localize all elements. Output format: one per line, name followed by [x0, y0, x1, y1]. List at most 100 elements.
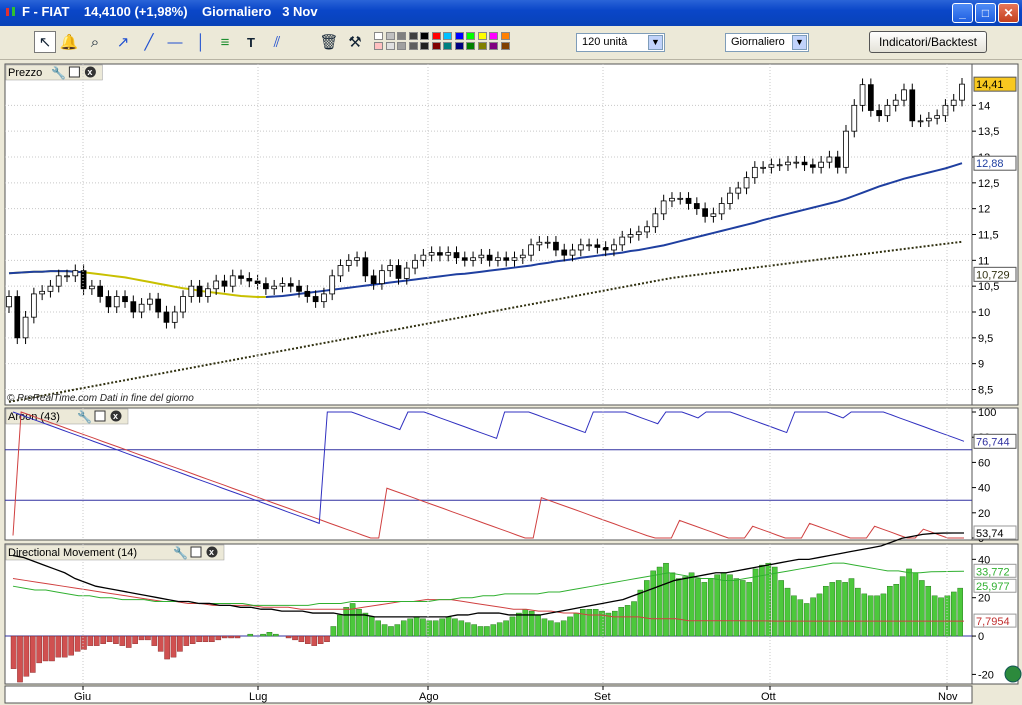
price-panel[interactable]: Prezzo🔧x1413,51312,51211,51110,5109,598,…	[4, 63, 1019, 406]
candle[interactable]	[188, 279, 195, 303]
candle[interactable]	[553, 236, 559, 257]
candle[interactable]	[6, 290, 12, 314]
candle[interactable]	[834, 150, 841, 174]
color-swatch[interactable]	[443, 42, 452, 50]
candle[interactable]	[519, 248, 526, 264]
horizontal-line-icon[interactable]: —	[167, 34, 183, 51]
candle[interactable]	[312, 290, 319, 308]
candle[interactable]	[304, 285, 311, 303]
color-swatch[interactable]	[397, 32, 406, 40]
candle[interactable]	[321, 287, 327, 308]
parallel-lines-icon[interactable]: ⫽	[273, 34, 281, 51]
color-swatch[interactable]	[489, 32, 498, 40]
aroon-panel[interactable]: Aroon (43)🔧x10080604020076,744	[4, 407, 1019, 545]
maximize-panel-icon[interactable]	[68, 66, 80, 78]
extended-line-icon[interactable]: ╱	[144, 34, 154, 51]
candle[interactable]	[793, 155, 800, 169]
candle[interactable]	[801, 155, 808, 171]
candle[interactable]	[213, 274, 220, 295]
candle[interactable]	[345, 254, 352, 272]
candle[interactable]	[718, 197, 725, 221]
candle[interactable]	[909, 83, 916, 128]
candle[interactable]	[851, 99, 858, 138]
indicators-backtest-button[interactable]: Indicatori/Backtest	[869, 31, 987, 53]
candle[interactable]	[710, 207, 717, 223]
candle[interactable]	[453, 246, 460, 264]
candle[interactable]	[627, 228, 634, 244]
candle[interactable]	[420, 248, 427, 267]
candle[interactable]	[246, 272, 253, 288]
candle[interactable]	[901, 83, 907, 107]
fibonacci-icon[interactable]: ≡	[220, 34, 230, 51]
color-swatch[interactable]	[500, 32, 510, 40]
candle[interactable]	[14, 290, 21, 345]
candle[interactable]	[826, 150, 833, 169]
wrench-settings-icon[interactable]: 🔧	[173, 545, 188, 560]
candle[interactable]	[735, 181, 742, 200]
candle[interactable]	[669, 192, 675, 208]
candle[interactable]	[495, 251, 501, 267]
candle[interactable]	[768, 158, 775, 174]
color-swatch[interactable]	[443, 32, 452, 40]
candle[interactable]	[205, 282, 211, 303]
panel-header[interactable]	[5, 544, 225, 561]
candle[interactable]	[577, 238, 584, 257]
chevron-down-icon[interactable]: ▼	[792, 35, 807, 50]
candle[interactable]	[47, 279, 54, 298]
candle[interactable]	[89, 279, 95, 295]
candle[interactable]	[196, 279, 203, 303]
close-panel-icon[interactable]	[110, 410, 122, 422]
candle[interactable]	[917, 114, 924, 128]
candle[interactable]	[511, 251, 518, 267]
color-swatch[interactable]	[385, 32, 395, 40]
candle[interactable]	[155, 292, 162, 319]
candle[interactable]	[171, 305, 178, 329]
candle[interactable]	[884, 99, 891, 122]
color-swatch[interactable]	[454, 42, 464, 50]
candle[interactable]	[677, 192, 684, 205]
candle[interactable]	[470, 251, 476, 267]
candle[interactable]	[602, 241, 609, 257]
close-panel-icon[interactable]	[206, 546, 218, 558]
candle[interactable]	[892, 93, 899, 112]
candle[interactable]	[942, 99, 949, 122]
candle[interactable]	[809, 158, 816, 174]
candle[interactable]	[337, 259, 344, 283]
candle[interactable]	[685, 192, 692, 210]
candle[interactable]	[478, 248, 485, 264]
color-swatch[interactable]	[420, 42, 429, 50]
candle[interactable]	[229, 269, 236, 293]
candle[interactable]	[776, 158, 783, 171]
maximize-panel-icon[interactable]	[190, 546, 202, 558]
globe-icon[interactable]	[1004, 665, 1022, 683]
candle[interactable]	[130, 295, 137, 319]
color-swatch[interactable]	[431, 42, 441, 50]
candle[interactable]	[147, 292, 153, 311]
candle[interactable]	[867, 78, 874, 117]
candle[interactable]	[97, 279, 104, 303]
maximize-button[interactable]: □	[975, 3, 996, 23]
color-swatch[interactable]	[385, 42, 395, 50]
wrench-settings-icon[interactable]: 🔧	[77, 409, 92, 424]
dm-panel[interactable]: Directional Movement (14) 🔧 x 40 20 0 -20 53,74…	[4, 525, 1019, 685]
color-swatch[interactable]	[431, 32, 441, 40]
candle[interactable]	[959, 77, 965, 107]
color-swatch[interactable]	[454, 32, 464, 40]
candle[interactable]	[528, 238, 534, 262]
vertical-line-icon[interactable]: │	[196, 34, 206, 51]
color-swatch[interactable]	[500, 42, 510, 50]
candle[interactable]	[395, 259, 402, 285]
alert-bell-icon[interactable]: 🔔	[59, 34, 79, 51]
candle[interactable]	[138, 298, 145, 319]
candle[interactable]	[586, 238, 592, 252]
wrench-settings-icon[interactable]: 🔧	[51, 65, 66, 80]
candle[interactable]	[660, 194, 667, 221]
candle[interactable]	[238, 269, 244, 285]
candle[interactable]	[122, 290, 128, 308]
candle[interactable]	[544, 236, 551, 249]
candle[interactable]	[843, 124, 849, 174]
candle[interactable]	[221, 274, 228, 293]
candle[interactable]	[876, 104, 882, 122]
period-select[interactable]: 120 unità ▼	[576, 33, 665, 52]
color-swatch[interactable]	[408, 32, 418, 40]
